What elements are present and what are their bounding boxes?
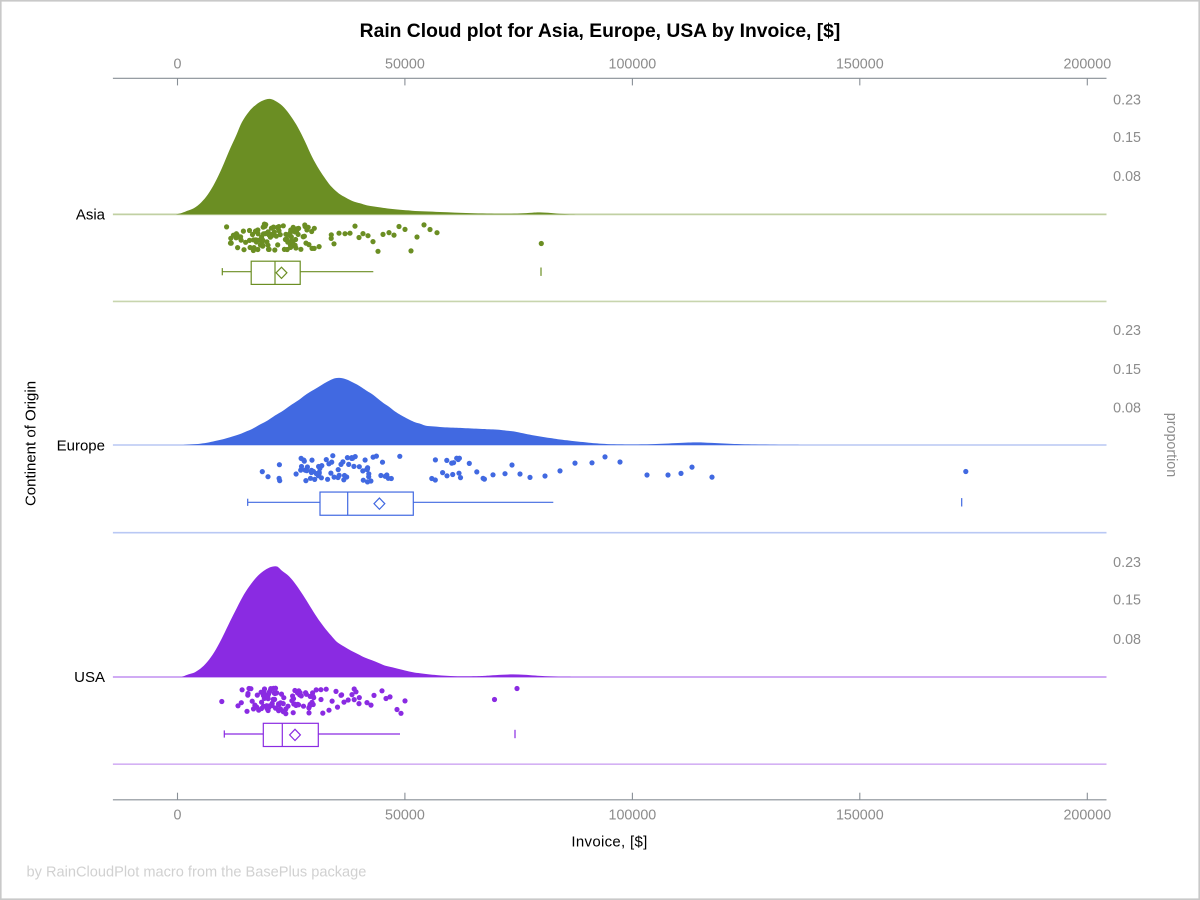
- svg-text:Asia: Asia: [76, 206, 106, 223]
- svg-text:0.08: 0.08: [1113, 169, 1141, 185]
- svg-text:200000: 200000: [1063, 807, 1111, 823]
- svg-text:0.23: 0.23: [1113, 323, 1141, 339]
- svg-text:150000: 150000: [836, 807, 884, 823]
- svg-text:50000: 50000: [385, 807, 425, 823]
- svg-text:0.23: 0.23: [1113, 92, 1141, 108]
- svg-text:150000: 150000: [836, 57, 884, 73]
- svg-text:USA: USA: [74, 669, 105, 686]
- svg-text:0.08: 0.08: [1113, 401, 1141, 417]
- svg-text:0.15: 0.15: [1113, 592, 1141, 608]
- svg-text:Europe: Europe: [57, 438, 105, 455]
- svg-text:0: 0: [174, 57, 182, 73]
- svg-text:proportion: proportion: [1163, 413, 1179, 477]
- svg-text:200000: 200000: [1063, 57, 1111, 73]
- svg-text:Invoice, [$]: Invoice, [$]: [571, 834, 647, 851]
- svg-text:100000: 100000: [609, 57, 657, 73]
- svg-text:by RainCloudPlot macro from th: by RainCloudPlot macro from the BasePlus…: [27, 864, 367, 880]
- svg-text:Continent of Origin: Continent of Origin: [23, 381, 40, 506]
- svg-text:Rain Cloud plot for Asia, Euro: Rain Cloud plot for Asia, Europe, USA by…: [360, 21, 841, 42]
- svg-text:100000: 100000: [609, 807, 657, 823]
- svg-text:0.15: 0.15: [1113, 362, 1141, 378]
- svg-text:0: 0: [174, 807, 182, 823]
- svg-text:50000: 50000: [385, 57, 425, 73]
- svg-text:0.08: 0.08: [1113, 632, 1141, 648]
- svg-text:0.15: 0.15: [1113, 130, 1141, 146]
- svg-text:0.23: 0.23: [1113, 555, 1141, 571]
